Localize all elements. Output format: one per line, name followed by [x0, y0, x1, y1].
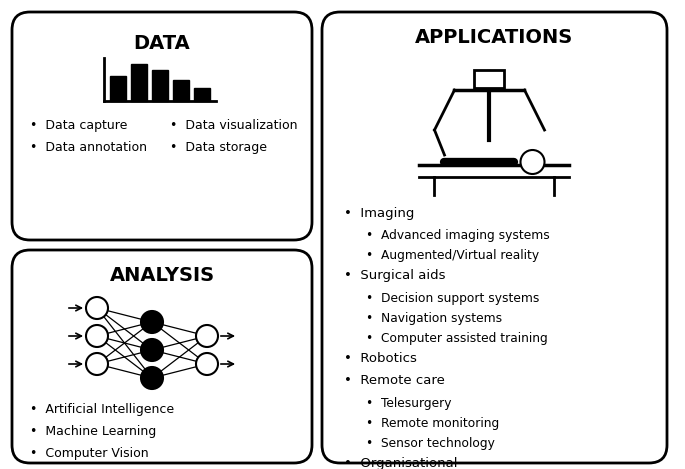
Circle shape	[196, 353, 218, 375]
Text: •  Sensor technology: • Sensor technology	[366, 437, 495, 450]
Circle shape	[86, 297, 108, 319]
Text: •  Robotics: • Robotics	[344, 352, 417, 365]
Bar	[131, 64, 147, 101]
FancyBboxPatch shape	[12, 12, 312, 240]
Circle shape	[141, 367, 163, 389]
Bar	[110, 76, 126, 101]
Text: •  Navigation systems: • Navigation systems	[366, 312, 502, 325]
Text: •  Augmented/Virtual reality: • Augmented/Virtual reality	[366, 250, 539, 263]
Text: •  Data storage: • Data storage	[170, 141, 267, 154]
Text: •  Decision support systems: • Decision support systems	[366, 292, 539, 305]
Text: •  Data visualization: • Data visualization	[170, 119, 297, 132]
Circle shape	[521, 150, 545, 174]
Bar	[475, 70, 504, 88]
Circle shape	[141, 339, 163, 361]
Bar	[152, 70, 168, 101]
Text: •  Remote monitoring: • Remote monitoring	[366, 417, 499, 430]
Text: APPLICATIONS: APPLICATIONS	[415, 28, 573, 47]
Text: •  Computer Vision: • Computer Vision	[30, 447, 149, 460]
Bar	[173, 80, 189, 101]
Text: •  Artificial Intelligence: • Artificial Intelligence	[30, 403, 174, 416]
Text: DATA: DATA	[134, 34, 190, 53]
Bar	[194, 88, 210, 101]
Text: •  Advanced imaging systems: • Advanced imaging systems	[366, 229, 550, 242]
Text: •  Computer assisted training: • Computer assisted training	[366, 332, 548, 345]
FancyBboxPatch shape	[322, 12, 667, 463]
Circle shape	[86, 353, 108, 375]
Text: •  Telesurgery: • Telesurgery	[366, 397, 451, 410]
Text: ANALYSIS: ANALYSIS	[110, 266, 214, 285]
Circle shape	[141, 311, 163, 333]
Text: •  Data capture: • Data capture	[30, 119, 127, 132]
Text: •  Imaging: • Imaging	[344, 207, 414, 220]
Circle shape	[86, 325, 108, 347]
Text: •  Machine Learning: • Machine Learning	[30, 425, 156, 438]
FancyBboxPatch shape	[12, 250, 312, 463]
Circle shape	[196, 325, 218, 347]
Text: •  Data annotation: • Data annotation	[30, 141, 147, 154]
Text: •  Surgical aids: • Surgical aids	[344, 270, 445, 282]
Text: •  Organisational: • Organisational	[344, 457, 458, 469]
Text: •  Remote care: • Remote care	[344, 375, 445, 387]
